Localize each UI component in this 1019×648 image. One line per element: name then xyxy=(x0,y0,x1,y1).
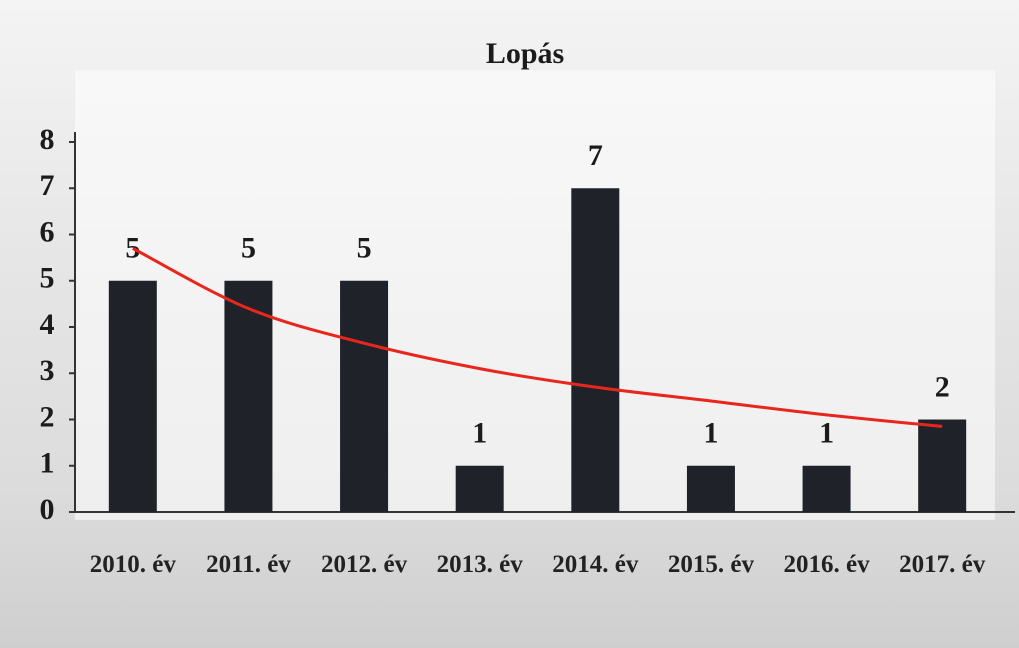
y-tick-label: 3 xyxy=(40,354,55,387)
y-tick-label: 6 xyxy=(40,215,55,248)
bar xyxy=(455,465,504,512)
x-tick-label: 2015. év xyxy=(667,551,754,578)
bar xyxy=(108,280,157,512)
y-tick-label: 5 xyxy=(40,262,55,295)
data-label: 7 xyxy=(588,139,603,172)
data-label: 5 xyxy=(241,232,256,265)
x-tick-label: 2011. év xyxy=(206,551,291,578)
x-tick-label: 2014. év xyxy=(552,551,639,578)
bar xyxy=(918,419,967,512)
data-label: 1 xyxy=(472,417,487,450)
chart-title: Lopás xyxy=(486,37,564,70)
bar xyxy=(802,465,851,512)
bar xyxy=(224,280,273,512)
data-label: 1 xyxy=(703,417,718,450)
x-tick-label: 2016. év xyxy=(783,551,870,578)
data-label: 5 xyxy=(357,232,372,265)
y-tick-label: 8 xyxy=(40,123,55,156)
x-tick-label: 2017. év xyxy=(899,551,986,578)
data-label: 1 xyxy=(819,417,834,450)
trend-line xyxy=(132,247,943,428)
x-tick-label: 2010. év xyxy=(89,551,176,578)
y-tick-label: 0 xyxy=(40,493,55,526)
bar xyxy=(686,465,735,512)
x-tick-label: 2012. év xyxy=(321,551,408,578)
data-label: 2 xyxy=(935,370,950,403)
bar xyxy=(571,188,620,512)
data-label: 5 xyxy=(125,232,140,265)
y-tick-label: 7 xyxy=(40,169,55,202)
plot-background xyxy=(75,70,995,520)
y-tick-label: 1 xyxy=(40,447,55,480)
x-tick-label: 2013. év xyxy=(436,551,523,578)
bar xyxy=(340,280,389,512)
y-tick-label: 4 xyxy=(40,308,55,341)
y-tick-label: 2 xyxy=(40,400,55,433)
